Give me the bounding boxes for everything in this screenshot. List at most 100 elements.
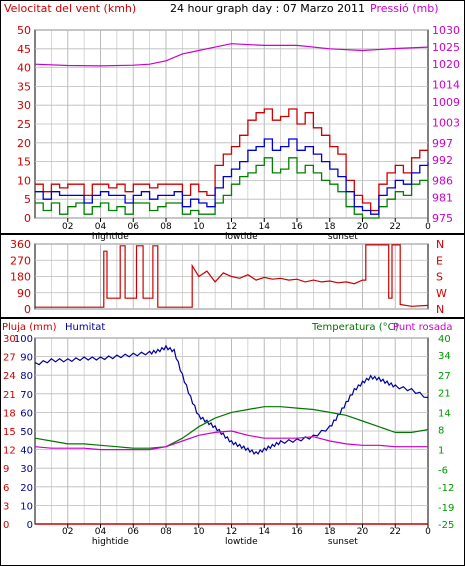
pressure-tick-label: 1030	[432, 24, 460, 37]
humidity-tick-label: 60	[20, 408, 33, 419]
rain-tick-label: 6	[3, 483, 9, 494]
pressure-tick-label: 981	[432, 191, 453, 204]
x-tick-label: 14	[259, 222, 271, 232]
x-event-label: lowtide	[225, 537, 258, 547]
wind-direction-line	[35, 244, 429, 308]
x-tick-label: 10	[193, 222, 205, 232]
direction-tick-label: 180	[10, 271, 31, 284]
humidity-tick-label: 10	[20, 501, 33, 512]
x-tick-label: 20	[357, 222, 369, 232]
x-event-label: hightide	[92, 232, 129, 242]
temperature-tick-label: 40	[438, 334, 451, 345]
humidity-tick-label: 30	[20, 464, 33, 475]
x-tick-label: 16	[291, 527, 303, 537]
compass-tick-label: N	[436, 238, 444, 251]
rain-tick-label: 24	[3, 371, 16, 382]
rain-tick-label: 12	[3, 446, 16, 457]
direction-tick-label: 360	[10, 238, 31, 251]
temperature-tick-label: 21	[438, 388, 451, 399]
rain-tick-label: 15	[3, 427, 16, 438]
x-tick-label: 12	[226, 222, 237, 232]
wind-average-line	[35, 138, 429, 215]
temperature-tick-label: -19	[438, 503, 454, 514]
rain-tick-label: 0	[3, 520, 9, 531]
x-tick-label: 0	[425, 527, 431, 537]
x-tick-label: 14	[259, 527, 271, 537]
wind-speed-tick-label: 30	[17, 99, 31, 112]
pressure-tick-label: 986	[432, 174, 453, 187]
temperature-tick-label: -6	[438, 466, 448, 477]
wind-minimum-line	[35, 157, 429, 219]
humidity-tick-label: 90	[20, 353, 33, 364]
temperature-tick-label: 27	[438, 371, 451, 382]
pressure-tick-label: 975	[432, 212, 453, 225]
rain-tick-label: 9	[3, 464, 9, 475]
temperature-tick-label: 8	[438, 426, 444, 437]
rain-tick-label: 21	[3, 390, 16, 401]
x-tick-label: 22	[390, 527, 401, 537]
compass-tick-label: W	[436, 287, 447, 300]
rain-tick-label: 3	[3, 501, 9, 512]
pressure-tick-label: 1025	[432, 41, 460, 54]
x-tick-label: 06	[128, 527, 140, 537]
temperature-tick-label: -12	[438, 483, 454, 494]
rain-humidity-temperature-panel: 0369121518212427300102030405060708090100…	[3, 334, 454, 547]
direction-tick-label: 90	[17, 287, 31, 300]
humidity-tick-label: 0	[27, 520, 33, 531]
compass-tick-label: E	[436, 254, 443, 267]
x-tick-label: 20	[357, 527, 369, 537]
wind-speed-tick-label: 20	[17, 137, 31, 150]
chart-title: 24 hour graph day : 07 Marzo 2011	[170, 2, 365, 15]
wind-speed-tick-label: 40	[17, 62, 31, 75]
x-event-label: sunset	[328, 537, 358, 547]
temperature-line	[34, 406, 429, 449]
humidity-line	[34, 344, 429, 455]
wind-speed-tick-label: 50	[17, 24, 31, 37]
dew-point-line	[34, 430, 428, 451]
humidity-tick-label: 50	[20, 427, 33, 438]
wind-speed-tick-label: 15	[17, 156, 31, 169]
humidity-tick-label: 100	[14, 334, 33, 345]
pressure-tick-label: 1003	[432, 116, 460, 129]
pressure-line	[34, 43, 429, 67]
rain-tick-label: 27	[3, 353, 16, 364]
x-tick-label: 06	[128, 222, 140, 232]
x-tick-label: 02	[62, 527, 73, 537]
wind-speed-tick-label: 35	[17, 80, 31, 93]
x-tick-label: 08	[160, 222, 172, 232]
pressure-tick-label: 1020	[432, 58, 460, 71]
wind-speed-line	[35, 108, 428, 212]
wind-speed-tick-label: 5	[24, 193, 31, 206]
humidity-tick-label: 40	[20, 446, 33, 457]
wind-speed-tick-label: 25	[17, 118, 31, 131]
pressure-tick-label: 992	[432, 154, 453, 167]
direction-tick-label: 270	[10, 254, 31, 267]
temperature-tick-label: 14	[438, 408, 451, 419]
dew-point-axis-title: Punt rosada	[393, 322, 452, 333]
x-tick-label: 0	[425, 222, 431, 232]
x-tick-label: 22	[390, 222, 401, 232]
pressure-tick-label: 1009	[432, 96, 460, 109]
rain-tick-label: 18	[3, 408, 16, 419]
pressure-tick-label: 997	[432, 137, 453, 150]
x-tick-label: 18	[324, 222, 336, 232]
temperature-tick-label: 34	[438, 351, 451, 362]
temperature-tick-label: 1	[438, 446, 444, 457]
x-tick-label: 02	[62, 222, 73, 232]
temperature-tick-label: -25	[438, 520, 454, 531]
x-tick-label: 18	[324, 527, 336, 537]
wind-speed-tick-label: 0	[24, 212, 31, 225]
compass-tick-label: N	[436, 303, 444, 316]
temperature-axis-title: Temperatura (°C)	[311, 322, 399, 333]
wind-speed-axis-title: Velocitat del vent (kmh)	[4, 2, 136, 15]
x-event-label: hightide	[92, 537, 129, 547]
wind-speed-tick-label: 10	[17, 174, 31, 187]
pressure-tick-label: 1014	[432, 79, 460, 92]
compass-tick-label: S	[436, 271, 443, 284]
humidity-tick-label: 80	[20, 371, 33, 382]
x-event-label: lowtide	[225, 232, 258, 242]
x-tick-label: 08	[160, 527, 172, 537]
